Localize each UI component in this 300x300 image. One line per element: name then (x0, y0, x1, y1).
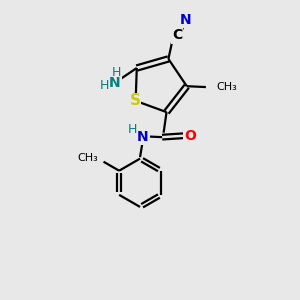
Text: H: H (128, 123, 137, 136)
Text: N: N (137, 130, 149, 143)
Text: N: N (179, 13, 191, 27)
Text: CH₃: CH₃ (216, 82, 237, 92)
Text: C: C (172, 28, 182, 42)
Text: S: S (130, 93, 141, 108)
Text: N: N (109, 76, 121, 90)
Text: CH₃: CH₃ (78, 153, 98, 163)
Text: H: H (112, 66, 121, 79)
Text: H: H (100, 79, 109, 92)
Text: O: O (184, 129, 196, 143)
